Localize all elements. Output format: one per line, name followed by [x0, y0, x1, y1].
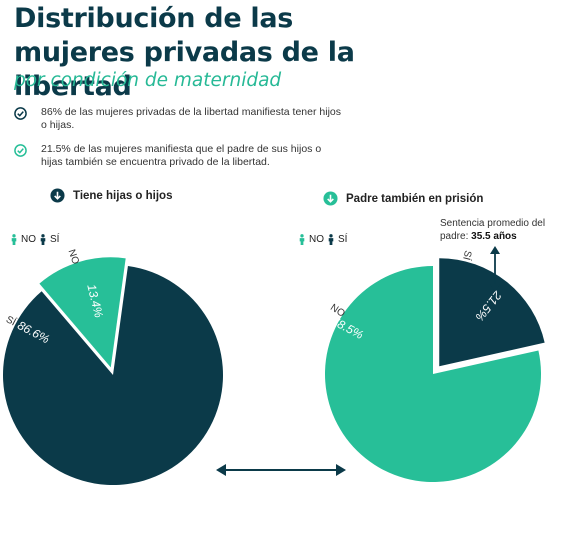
arrow-down-circle-dark-icon [50, 188, 65, 203]
pie-2-slice-no [324, 266, 541, 482]
check-circle-dark-icon [14, 107, 27, 120]
pie-2-slice-si [439, 258, 545, 367]
chart-1-legend: NO SÍ [10, 234, 59, 245]
person-dark-icon [40, 234, 46, 245]
person-green-icon [11, 234, 17, 245]
double-arrow-connector [216, 464, 346, 476]
sentence-note-value: 35.5 años [471, 230, 517, 242]
chart-1-title: Tiene hijas o hijos [73, 189, 173, 202]
pie-chart-2: 78.5%NO 21.5%SÍ [324, 249, 545, 482]
arrow-down-circle-green-icon [323, 191, 338, 206]
legend-no-label: NO [21, 234, 36, 245]
sentence-note-prefix: Sentencia promedio del padre: [440, 218, 546, 242]
chart-2-legend: NO SÍ [298, 234, 347, 245]
bullet-text: 21.5% de las mujeres manifiesta que el p… [41, 143, 322, 168]
chart-2-heading: Padre también en prisión [323, 191, 483, 206]
chart-1-heading: Tiene hijas o hijos [50, 188, 172, 203]
chart-2-title: Padre también en prisión [346, 192, 484, 205]
note-vertical-arrow [490, 246, 500, 292]
check-circle-green-icon [14, 144, 27, 157]
person-green-icon [299, 234, 305, 245]
bullet-item: 21.5% de las mujeres manifiesta que el p… [14, 143, 341, 168]
bullet-text: 86% de las mujeres privadas de la libert… [41, 106, 341, 131]
legend-si-label: SÍ [50, 234, 60, 245]
legend-no-label: NO [309, 234, 324, 245]
pie-1-slice-si [3, 266, 224, 485]
pie-2-category-label: SÍ [460, 249, 475, 262]
page-subtitle: por condición de maternidad [14, 70, 282, 91]
person-dark-icon [328, 234, 334, 245]
pie-1-category-label: NO [66, 248, 81, 266]
bullet-item: 86% de las mujeres privadas de la libert… [14, 106, 341, 131]
sentence-note: Sentencia promedio del padre: 35.5 años [440, 218, 565, 243]
pie-1-slice-no [39, 257, 126, 368]
legend-si-label: SÍ [338, 234, 348, 245]
page-title: Distribución de las mujeres privadas de … [14, 3, 355, 102]
